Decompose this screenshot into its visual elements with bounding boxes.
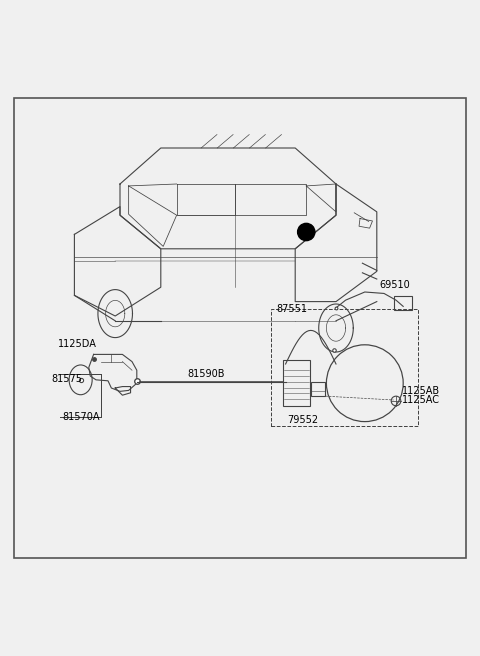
Text: 81575: 81575 — [52, 374, 83, 384]
Text: 81570A: 81570A — [62, 412, 100, 422]
Circle shape — [298, 223, 315, 241]
Text: 1125AB: 1125AB — [402, 386, 440, 396]
Text: 87551: 87551 — [276, 304, 307, 314]
Bar — [283, 360, 310, 406]
Text: 79552: 79552 — [287, 415, 318, 425]
Bar — [271, 309, 418, 426]
Bar — [311, 382, 325, 396]
Text: 69510: 69510 — [379, 280, 410, 290]
Text: 1125AC: 1125AC — [402, 395, 440, 405]
Text: 1125DA: 1125DA — [58, 339, 96, 349]
Text: 81590B: 81590B — [187, 369, 225, 379]
Bar — [394, 297, 412, 310]
